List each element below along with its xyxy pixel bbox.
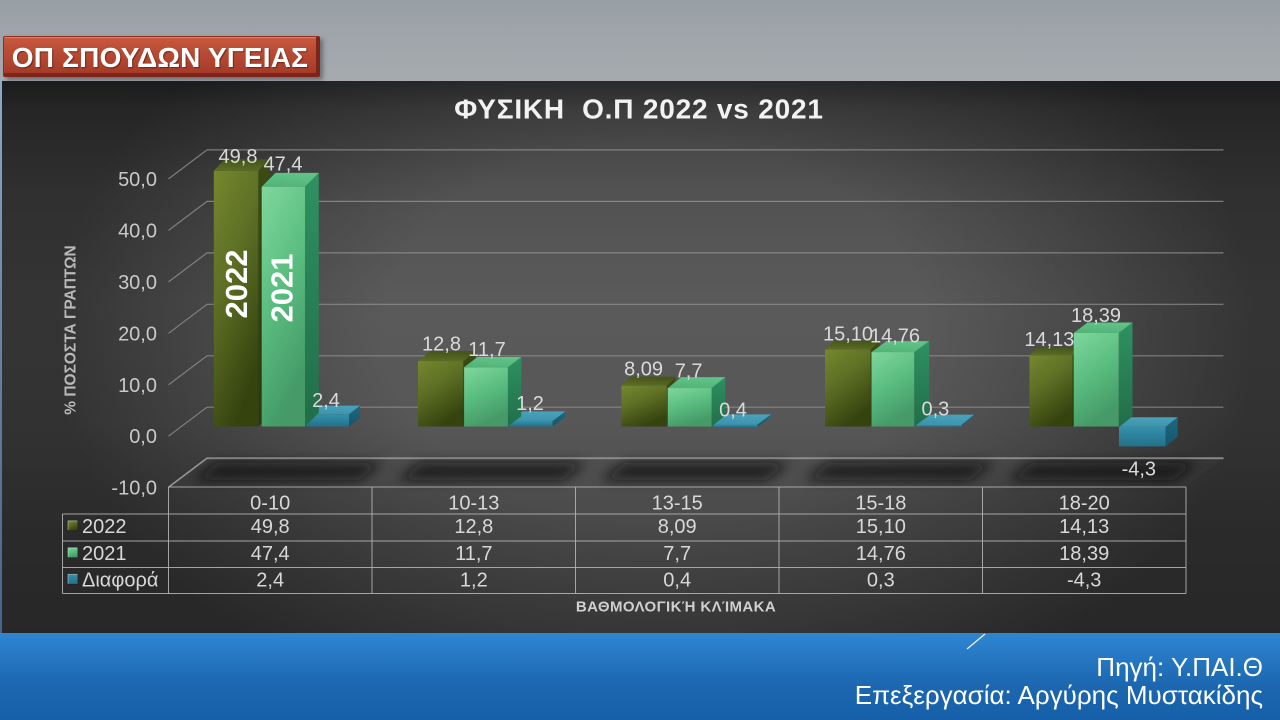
svg-text:15,10: 15,10	[823, 323, 873, 345]
svg-text:0,3: 0,3	[867, 570, 895, 592]
svg-text:10,0: 10,0	[118, 375, 157, 397]
svg-text:ΦΥΣΙΚΗ Ο.Π 2022 vs 2021: ΦΥΣΙΚΗ Ο.Π 2022 vs 2021	[454, 94, 824, 125]
svg-text:ΒΑΘΜΟΛΟΓΙΚΉ ΚΛΊΜΑΚΑ: ΒΑΘΜΟΛΟΓΙΚΉ ΚΛΊΜΑΚΑ	[576, 599, 776, 616]
svg-text:2021: 2021	[82, 543, 127, 565]
svg-text:0-10: 0-10	[250, 493, 290, 515]
svg-text:Διαφορά: Διαφορά	[82, 570, 158, 592]
svg-text:1,2: 1,2	[516, 393, 544, 415]
svg-text:1,2: 1,2	[460, 570, 488, 592]
svg-text:2021: 2021	[265, 254, 300, 323]
svg-text:2022: 2022	[219, 250, 254, 319]
svg-text:11,7: 11,7	[468, 339, 505, 361]
svg-text:13-15: 13-15	[652, 493, 703, 515]
svg-text:30,0: 30,0	[118, 272, 157, 294]
svg-text:% ΠΟΣΟΣΤΑ ΓΡΑΠΤΩΝ: % ΠΟΣΟΣΤΑ ΓΡΑΠΤΩΝ	[63, 245, 80, 415]
svg-text:14,13: 14,13	[1059, 516, 1109, 538]
svg-text:10-13: 10-13	[448, 493, 499, 515]
svg-text:18-20: 18-20	[1059, 493, 1110, 515]
svg-text:14,13: 14,13	[1024, 329, 1074, 351]
svg-text:0,4: 0,4	[719, 400, 747, 422]
svg-text:7,7: 7,7	[675, 361, 703, 383]
svg-text:-4,3: -4,3	[1067, 570, 1101, 592]
svg-text:8,09: 8,09	[624, 358, 663, 380]
svg-text:8,09: 8,09	[658, 516, 697, 538]
svg-text:-10,0: -10,0	[111, 478, 157, 500]
svg-text:2,4: 2,4	[312, 390, 340, 412]
svg-text:11,7: 11,7	[455, 543, 492, 565]
svg-text:14,76: 14,76	[870, 325, 920, 347]
svg-text:47,4: 47,4	[251, 543, 290, 565]
svg-text:15,10: 15,10	[856, 516, 906, 538]
svg-text:20,0: 20,0	[118, 323, 157, 345]
svg-text:18,39: 18,39	[1059, 543, 1109, 565]
svg-text:-4,3: -4,3	[1122, 459, 1156, 481]
svg-text:49,8: 49,8	[219, 146, 258, 168]
svg-text:14,76: 14,76	[856, 543, 906, 565]
svg-text:2,4: 2,4	[256, 570, 284, 592]
svg-text:0,4: 0,4	[663, 570, 691, 592]
svg-text:47,4: 47,4	[264, 154, 303, 176]
svg-text:2022: 2022	[82, 516, 127, 538]
svg-text:7,7: 7,7	[663, 543, 691, 565]
svg-text:15-18: 15-18	[855, 493, 906, 515]
svg-text:0,0: 0,0	[129, 426, 157, 448]
svg-text:18,39: 18,39	[1071, 305, 1121, 327]
svg-text:50,0: 50,0	[118, 169, 157, 191]
svg-text:49,8: 49,8	[251, 516, 290, 538]
svg-text:12,8: 12,8	[422, 334, 461, 356]
svg-text:12,8: 12,8	[454, 516, 493, 538]
svg-text:40,0: 40,0	[118, 220, 157, 242]
svg-text:0,3: 0,3	[921, 398, 949, 420]
